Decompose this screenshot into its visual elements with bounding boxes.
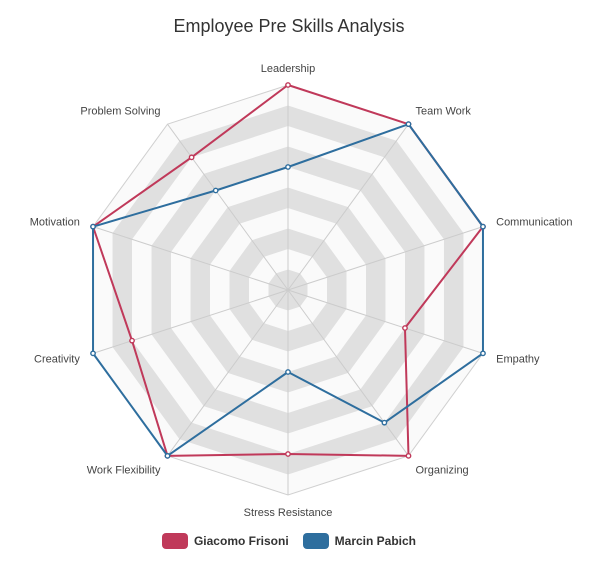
axis-label-6: Work Flexibility xyxy=(87,465,161,477)
data-point-0-3 xyxy=(402,325,408,331)
data-point-1-7 xyxy=(90,350,96,357)
data-point-1-9 xyxy=(212,187,219,194)
data-point-1-6 xyxy=(164,452,171,459)
legend: Giacomo Frisoni Marcin Pabich xyxy=(0,533,578,549)
legend-swatch-0 xyxy=(161,533,188,549)
spoke-9 xyxy=(167,123,289,291)
axis-label-9: Problem Solving xyxy=(80,105,160,117)
axis-label-8: Motivation xyxy=(30,216,80,228)
data-point-0-9 xyxy=(188,154,195,161)
spoke-6 xyxy=(167,289,289,457)
axis-label-2: Communication xyxy=(496,216,572,228)
axis-labels: Leadership Team Work Communication Empathy O… xyxy=(30,63,573,519)
data-point-0-7 xyxy=(129,337,135,344)
spoke-1 xyxy=(287,123,409,291)
data-point-1-1 xyxy=(405,121,412,128)
radar-spokes xyxy=(92,85,484,495)
data-point-1-4 xyxy=(381,419,388,426)
legend-item-0[interactable]: Giacomo Frisoni xyxy=(161,533,289,549)
data-point-1-2 xyxy=(480,223,486,230)
spoke-4 xyxy=(287,289,409,457)
data-point-1-5 xyxy=(285,369,291,375)
spoke-8 xyxy=(92,226,289,291)
data-point-1-0 xyxy=(285,164,291,170)
legend-label-1: Marcin Pabich xyxy=(334,534,417,548)
axis-label-1: Team Work xyxy=(415,105,471,117)
legend-swatch-1 xyxy=(302,533,329,549)
data-point-0-4 xyxy=(405,452,412,459)
spoke-3 xyxy=(287,289,484,354)
axis-label-5: Stress Resistance xyxy=(244,507,333,519)
radar-series xyxy=(90,82,486,459)
data-point-0-5 xyxy=(285,451,291,457)
axis-label-3: Empathy xyxy=(496,354,540,366)
legend-item-1[interactable]: Marcin Pabich xyxy=(302,533,417,549)
data-point-0-0 xyxy=(285,82,291,88)
data-point-1-3 xyxy=(480,350,486,357)
legend-label-0: Giacomo Frisoni xyxy=(193,534,289,548)
axis-label-4: Organizing xyxy=(415,465,468,477)
axis-label-0: Leadership xyxy=(261,63,315,75)
spoke-7 xyxy=(92,289,289,354)
data-point-1-8 xyxy=(90,223,96,230)
chart-title: Employee Pre Skills Analysis xyxy=(173,16,405,36)
axis-label-7: Creativity xyxy=(34,354,80,366)
spoke-2 xyxy=(287,226,484,291)
